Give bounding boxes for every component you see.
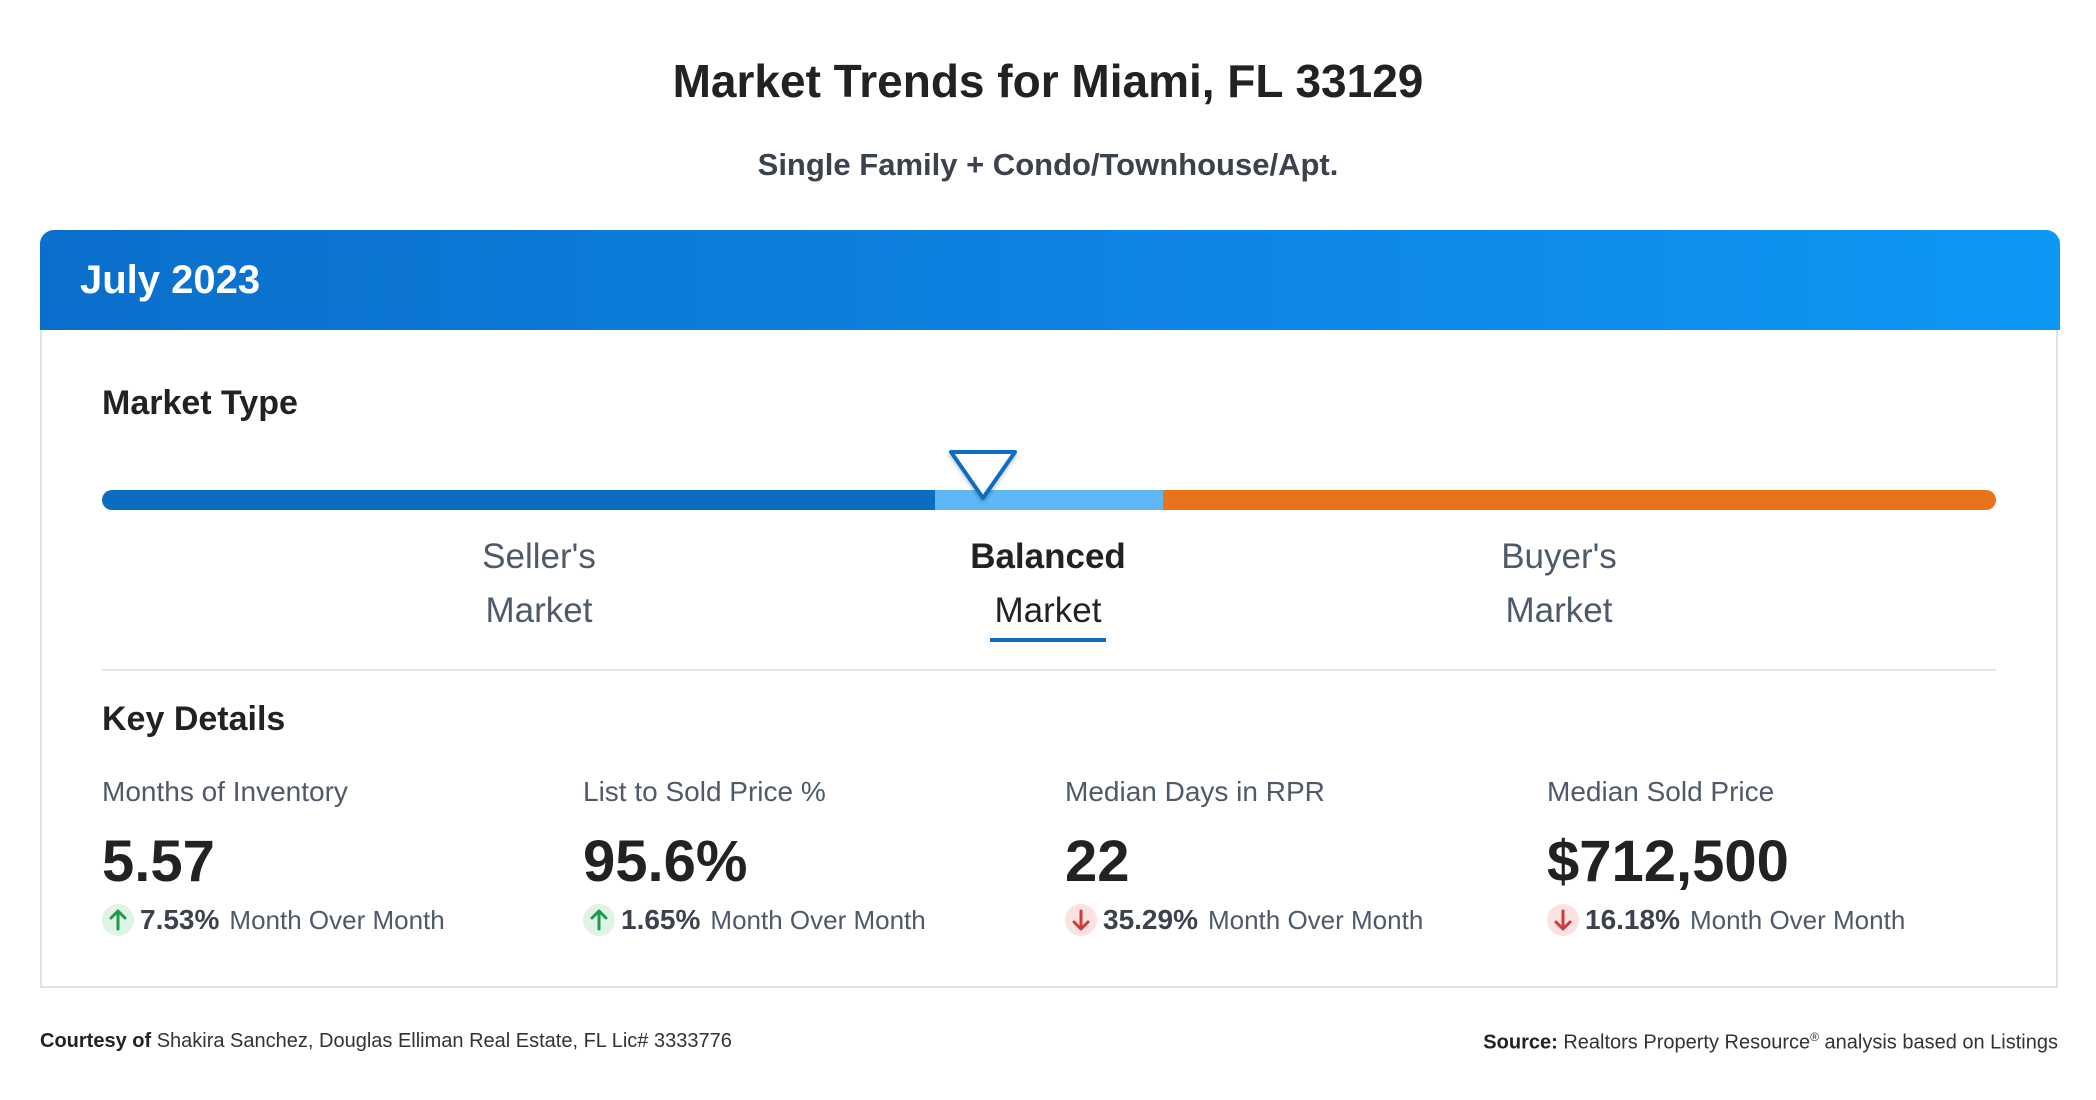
seller-market-bar	[102, 490, 937, 510]
metric-change-percent: 1.65%	[621, 904, 701, 935]
market-option-balanced-line1: Balanced	[970, 537, 1126, 576]
selected-market-underline	[990, 638, 1106, 642]
metric-label: List to Sold Price %	[583, 776, 826, 807]
metric-value: 22	[1065, 829, 1130, 894]
registered-mark: ®	[1810, 1030, 1819, 1044]
metric-median-days-in-rpr: Median Days in RPR 22 35.29% Month Over …	[1065, 776, 1525, 936]
courtesy-footer: Courtesy of Shakira Sanchez, Douglas Ell…	[40, 1030, 732, 1053]
source-label: Source:	[1483, 1031, 1558, 1054]
arrow-up-icon	[102, 904, 134, 936]
metric-list-to-sold-price: List to Sold Price % 95.6% 1.65% Month O…	[583, 776, 1043, 936]
metric-change-period: Month Over Month	[1207, 904, 1424, 935]
metric-change: 16.18% Month Over Month	[1547, 904, 1905, 936]
source-text: Realtors Property Resource	[1563, 1031, 1811, 1054]
metric-change-percent: 35.29%	[1103, 904, 1198, 935]
key-details-heading: Key Details	[102, 700, 286, 738]
market-option-seller: Seller's Market	[389, 530, 689, 638]
market-option-buyer-line1: Buyer's	[1501, 537, 1617, 576]
page-subtitle: Single Family + Condo/Townhouse/Apt.	[757, 147, 1339, 182]
metric-label: Median Days in RPR	[1065, 776, 1325, 807]
metric-value: 95.6%	[583, 829, 748, 894]
metric-change-period: Month Over Month	[1689, 904, 1906, 935]
market-option-buyer: Buyer's Market	[1409, 530, 1709, 638]
market-option-balanced-line2: Market	[994, 591, 1102, 630]
metric-change: 1.65% Month Over Month	[583, 904, 926, 936]
buyer-market-bar	[1163, 490, 1996, 510]
arrow-up-icon	[583, 904, 615, 936]
arrow-down-icon	[1547, 904, 1579, 936]
market-indicator-triangle-icon	[949, 450, 1017, 500]
metric-label: Months of Inventory	[102, 776, 348, 807]
report-month: July 2023	[80, 258, 261, 302]
market-option-buyer-line2: Market	[1505, 591, 1613, 630]
courtesy-label: Courtesy of	[40, 1030, 152, 1052]
source-text-tail: analysis based on Listings	[1824, 1031, 2058, 1054]
market-type-heading: Market Type	[102, 384, 298, 422]
metric-value: 5.57	[102, 829, 215, 894]
metric-change: 35.29% Month Over Month	[1065, 904, 1423, 936]
market-option-balanced: Balanced Market	[898, 530, 1198, 638]
courtesy-text: Shakira Sanchez, Douglas Elliman Real Es…	[156, 1030, 732, 1052]
metric-change-period: Month Over Month	[710, 904, 926, 935]
section-divider	[102, 669, 1996, 671]
metric-change: 7.53% Month Over Month	[102, 904, 445, 936]
market-card: July 2023	[40, 230, 2060, 988]
page-title: Market Trends for Miami, FL 33129	[672, 55, 1424, 107]
arrow-down-icon	[1065, 904, 1097, 936]
metric-median-sold-price: Median Sold Price $712,500 16.18% Month …	[1547, 776, 2007, 936]
metric-value: $712,500	[1547, 829, 1789, 894]
metric-months-of-inventory: Months of Inventory 5.57 7.53% Month Ove…	[102, 776, 562, 936]
metric-change-period: Month Over Month	[229, 904, 445, 935]
market-option-seller-line1: Seller's	[482, 537, 596, 576]
balanced-market-bar	[935, 490, 1165, 510]
metric-change-percent: 16.18%	[1585, 904, 1680, 935]
card-header: July 2023	[40, 230, 2060, 330]
metric-change-percent: 7.53%	[140, 904, 220, 935]
source-footer: Source: Realtors Property Resource® anal…	[1483, 1030, 2058, 1055]
metric-label: Median Sold Price	[1547, 776, 1775, 807]
market-option-seller-line2: Market	[485, 591, 593, 630]
